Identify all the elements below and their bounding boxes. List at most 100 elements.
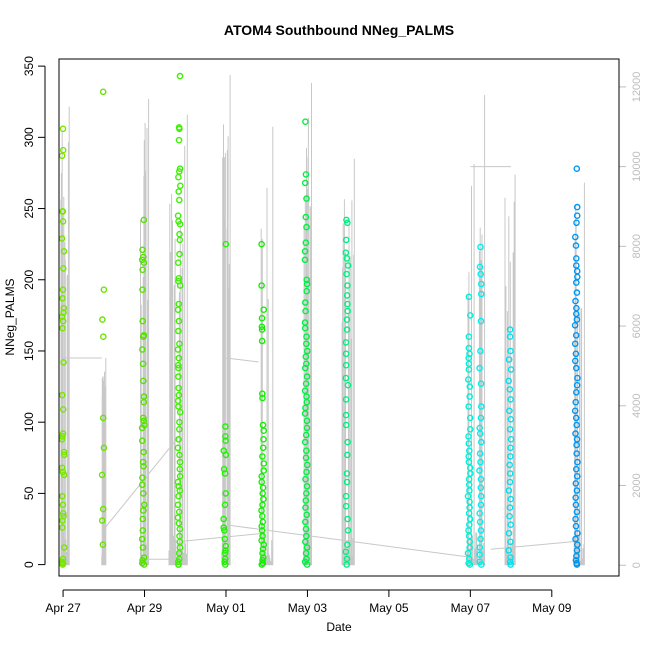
data-point — [303, 482, 311, 490]
data-point — [176, 451, 183, 459]
data-point — [573, 561, 581, 568]
data-point — [176, 458, 184, 466]
data-point — [258, 337, 266, 345]
data-point — [477, 290, 485, 298]
data-point — [464, 549, 472, 557]
data-point — [139, 266, 146, 274]
data-point — [302, 171, 310, 178]
data-point — [99, 316, 106, 323]
y2-tick-label: 0 — [631, 562, 643, 568]
data-point — [466, 425, 474, 433]
data-point — [301, 518, 309, 526]
data-point — [303, 347, 311, 355]
data-point — [99, 505, 107, 513]
data-point — [99, 414, 107, 422]
data-point — [476, 467, 483, 474]
data-point — [464, 492, 472, 500]
data-point — [140, 259, 148, 267]
data-point — [175, 364, 182, 372]
data-point — [175, 425, 183, 433]
data-point — [139, 246, 146, 254]
data-point — [303, 511, 311, 519]
data-point — [176, 220, 184, 228]
data-point — [139, 527, 147, 534]
data-point — [477, 438, 485, 446]
data-point — [176, 250, 183, 258]
data-point — [139, 515, 147, 523]
data-point — [259, 545, 267, 553]
data-point — [100, 444, 108, 452]
data-point — [477, 501, 485, 509]
data-point — [260, 541, 268, 549]
data-point — [573, 450, 581, 457]
data-point — [301, 324, 309, 332]
data-point — [573, 203, 581, 211]
data-point — [175, 173, 182, 181]
data-point — [260, 467, 268, 474]
data-point — [573, 381, 581, 389]
data-point — [506, 478, 514, 486]
data-point — [60, 304, 68, 312]
data-point — [477, 492, 485, 500]
data-point — [573, 255, 580, 262]
data-point — [466, 393, 474, 400]
data-point — [259, 549, 266, 557]
data-point — [139, 377, 147, 385]
data-point — [99, 541, 107, 549]
y-axis-label: NNeg_PALMS — [3, 278, 17, 355]
data-point — [477, 347, 484, 355]
data-point — [176, 418, 183, 426]
data-point — [476, 430, 484, 437]
data-point — [303, 280, 311, 288]
data-point — [506, 504, 514, 511]
data-point — [477, 475, 485, 483]
data-point — [344, 451, 351, 459]
data-point — [260, 306, 268, 314]
data-point — [174, 361, 182, 369]
data-point — [139, 544, 147, 551]
data-point — [572, 557, 580, 564]
data-point — [175, 492, 182, 500]
data-point — [303, 398, 311, 406]
data-point — [302, 118, 309, 125]
data-point — [59, 146, 67, 154]
data-point — [59, 208, 67, 215]
data-point — [477, 535, 484, 543]
data-point — [258, 478, 266, 486]
data-point — [301, 438, 309, 446]
data-point — [476, 263, 484, 271]
y2-tick-label: 8000 — [631, 234, 643, 258]
data-point — [506, 333, 514, 341]
data-point — [60, 471, 68, 479]
data-point — [342, 421, 350, 429]
data-point — [465, 458, 473, 466]
data-point — [344, 541, 351, 549]
data-point — [259, 557, 266, 564]
secondary-spikes — [260, 126, 274, 566]
data-point — [476, 509, 484, 517]
data-point — [465, 366, 473, 373]
data-point — [258, 314, 266, 322]
data-point — [302, 490, 310, 497]
data-point — [572, 350, 580, 358]
data-point — [175, 373, 182, 380]
data-point — [573, 421, 581, 429]
data-point — [572, 480, 580, 487]
data-point — [505, 356, 513, 363]
data-point — [139, 333, 147, 341]
data-point — [222, 451, 230, 459]
data-point — [222, 437, 229, 445]
data-point — [139, 458, 147, 466]
data-points — [58, 72, 581, 568]
y2-tick-label: 12000 — [631, 72, 643, 103]
data-point — [342, 492, 350, 500]
data-point — [138, 535, 146, 543]
data-point — [174, 558, 182, 566]
data-point — [259, 532, 266, 540]
data-point — [572, 494, 580, 502]
data-point — [507, 495, 515, 503]
data-point — [573, 472, 581, 480]
chart-title: ATOM4 Southbound NNeg_PALMS — [224, 22, 454, 38]
data-point — [258, 323, 266, 331]
data-point — [572, 233, 579, 241]
